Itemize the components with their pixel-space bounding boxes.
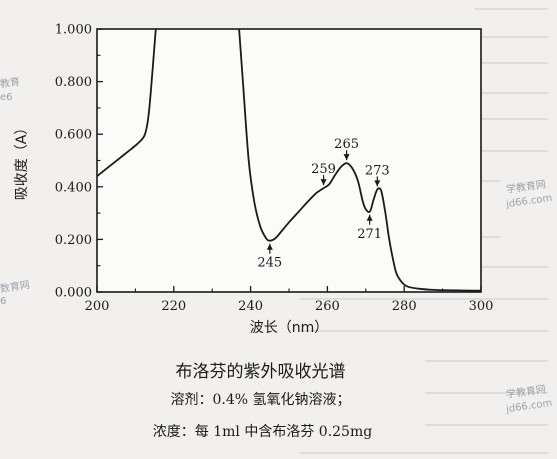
annotation-arrowhead [366,214,373,221]
plot-frame [96,28,482,293]
trough-label: 245 [257,256,282,271]
x-axis-label: 波长（nm） [250,320,329,336]
peak-label: 265 [334,137,359,152]
watermark: e6 [0,92,13,103]
y-tick-label: 0.800 [55,75,92,90]
annotation-arrowhead [374,180,381,187]
x-tick-label: 220 [161,299,186,314]
x-tick-label: 200 [85,299,110,314]
peak-label: 259 [311,162,336,177]
x-tick-label: 300 [469,299,494,314]
series-group [97,29,481,292]
x-tick-label: 240 [238,299,263,314]
y-axis-label: 吸收度（A） [14,121,30,201]
y-tick-label: 1.000 [55,23,92,38]
annotation-arrowhead [266,243,273,250]
annotation-arrowhead [343,154,350,161]
y-tick-label: 0.000 [55,286,92,301]
spectrum-line [97,29,157,177]
trough-label: 271 [357,227,382,242]
figure-concentration-note: 浓度：每 1ml 中含布洛芬 0.25mg [152,424,373,440]
peak-label: 273 [365,163,390,178]
x-tick-label: 280 [392,299,417,314]
y-tick-label: 0.200 [55,233,92,248]
spectrum-line [238,29,481,292]
y-tick-label: 0.600 [55,128,92,143]
annotation-arrowhead [320,179,327,186]
figure-solvent-note: 溶剂：0.4% 氢氧化钠溶液； [170,392,351,408]
figure-title: 布洛芬的紫外吸收光谱 [175,362,346,382]
watermark: 6 [0,296,7,307]
x-tick-label: 260 [315,299,340,314]
y-tick-label: 0.400 [55,180,92,195]
